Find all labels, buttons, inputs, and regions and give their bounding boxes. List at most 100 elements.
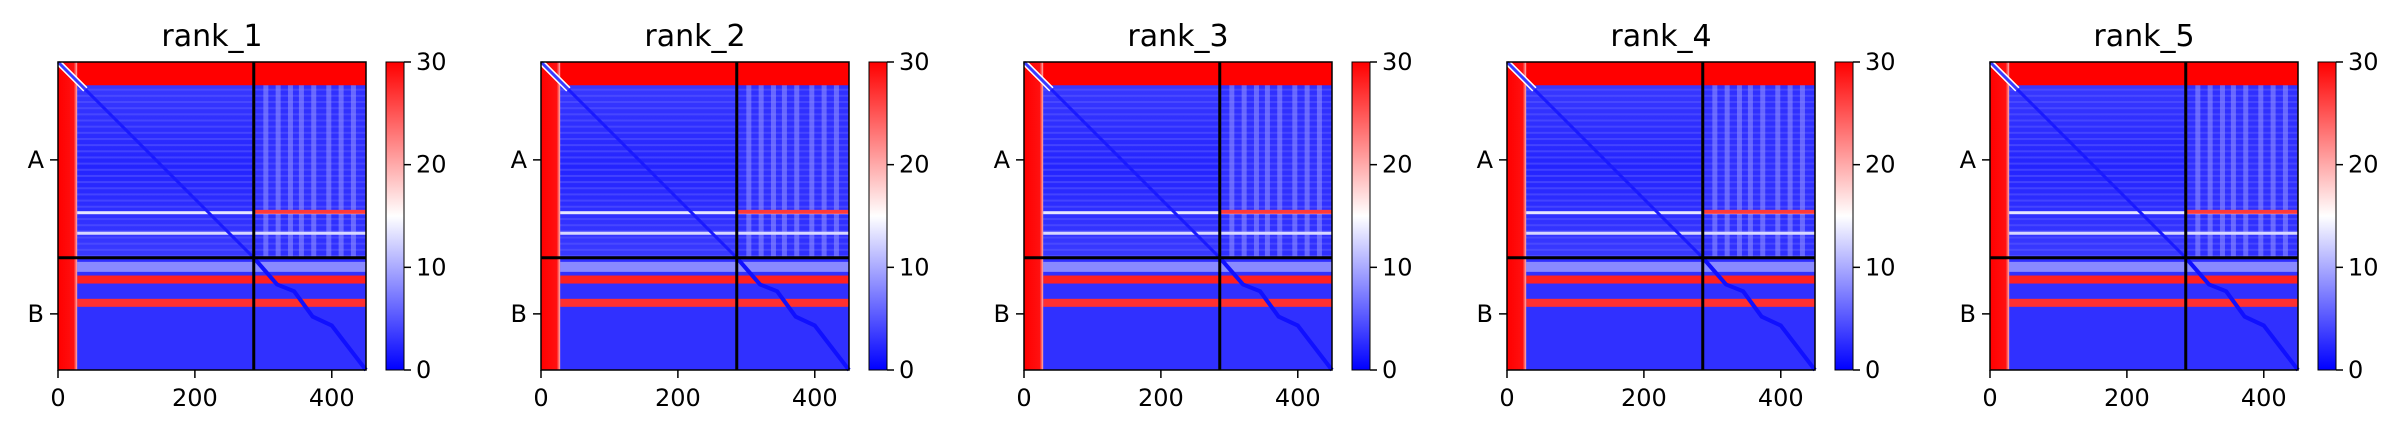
band — [558, 137, 849, 140]
band — [558, 156, 849, 159]
band — [75, 236, 366, 239]
stripe — [77, 261, 367, 272]
stripe — [1526, 261, 1815, 272]
band — [75, 174, 366, 177]
stripe — [1219, 209, 1332, 214]
band — [1041, 199, 1332, 202]
x-tick-label: 0 — [533, 384, 548, 412]
diagonal — [1050, 88, 1221, 259]
band — [1524, 193, 1815, 196]
column-band — [821, 79, 827, 258]
y-tick-label: B — [511, 300, 527, 328]
left-band — [58, 62, 78, 370]
column-band — [1253, 79, 1259, 258]
band — [558, 230, 849, 233]
column-band — [298, 79, 304, 258]
band — [1041, 193, 1332, 196]
colorbar-tick-label: 0 — [899, 356, 914, 384]
heatmap-panel-5: rank_5 0 200 400 A B 0 10 20 30 — [1960, 19, 2379, 412]
band — [1524, 187, 1815, 190]
band — [75, 162, 366, 165]
column-band — [1799, 79, 1805, 258]
diagonal — [1533, 88, 1704, 259]
band — [2007, 187, 2298, 190]
band — [1041, 181, 1332, 184]
band — [1524, 88, 1815, 91]
column-band — [1229, 79, 1235, 258]
band — [1041, 113, 1332, 116]
band — [2007, 94, 2298, 97]
band — [75, 94, 366, 97]
stripe — [2009, 298, 2298, 307]
column-band — [1277, 79, 1283, 258]
band — [75, 113, 366, 116]
band — [75, 156, 366, 159]
diagonal-b — [2184, 256, 2300, 372]
column-band — [758, 79, 764, 258]
colorbar-tick-label: 30 — [899, 48, 930, 76]
top-band — [1024, 62, 1332, 86]
left-band — [1507, 62, 1527, 370]
band — [2007, 218, 2298, 221]
colorbar-tick-label: 0 — [1382, 356, 1397, 384]
y-tick-label: B — [28, 300, 44, 328]
colorbar-tick-label: 10 — [1865, 253, 1896, 281]
column-band — [1736, 79, 1742, 258]
band — [1524, 94, 1815, 97]
stripe — [1043, 275, 1332, 284]
band — [2007, 230, 2298, 233]
band — [75, 255, 366, 258]
y-tick-label: B — [994, 300, 1010, 328]
diagonal-b — [1701, 256, 1817, 372]
band — [1041, 94, 1332, 97]
column-band — [781, 79, 787, 258]
column-band — [326, 79, 332, 258]
band — [558, 199, 849, 202]
band — [558, 181, 849, 184]
axes-frame — [1023, 61, 1333, 371]
colorbar-tick-label: 20 — [1865, 151, 1896, 179]
panel-title: rank_4 — [1610, 19, 1711, 54]
band — [75, 119, 366, 122]
band — [75, 248, 366, 251]
band — [558, 101, 849, 104]
top-band — [58, 62, 366, 86]
column-band — [2207, 79, 2213, 258]
band — [1524, 168, 1815, 171]
stripe — [1043, 298, 1332, 307]
band — [558, 113, 849, 116]
stripe — [560, 261, 849, 272]
band — [2007, 255, 2298, 258]
band — [2007, 107, 2298, 110]
colorbar-tick-label: 0 — [2348, 356, 2363, 384]
panel-title: rank_1 — [161, 19, 262, 54]
stripe — [1526, 275, 1815, 284]
column-band — [2243, 79, 2249, 258]
band — [1041, 101, 1332, 104]
band — [1041, 218, 1332, 221]
band — [558, 187, 849, 190]
band — [1524, 113, 1815, 116]
column-band — [2282, 79, 2288, 258]
stripe — [2009, 261, 2298, 272]
band — [2007, 156, 2298, 159]
band — [2007, 131, 2298, 134]
diagonal-blue — [1988, 60, 2019, 91]
y-tick-label: A — [1960, 146, 1977, 174]
band — [558, 88, 849, 91]
band — [1524, 242, 1815, 245]
stripe — [1043, 261, 1332, 272]
y-tick-label: A — [994, 146, 1011, 174]
band — [1041, 125, 1332, 128]
top-band — [541, 62, 849, 86]
stripe — [77, 211, 367, 215]
colorbar-tick-label: 0 — [416, 356, 431, 384]
column-band — [263, 79, 269, 258]
band — [1041, 162, 1332, 165]
band — [1524, 162, 1815, 165]
band — [2007, 181, 2298, 184]
x-tick-label: 400 — [2241, 384, 2287, 412]
colorbar-tick-label: 10 — [1382, 253, 1413, 281]
stripe — [1043, 211, 1332, 215]
axes-frame — [540, 61, 850, 371]
